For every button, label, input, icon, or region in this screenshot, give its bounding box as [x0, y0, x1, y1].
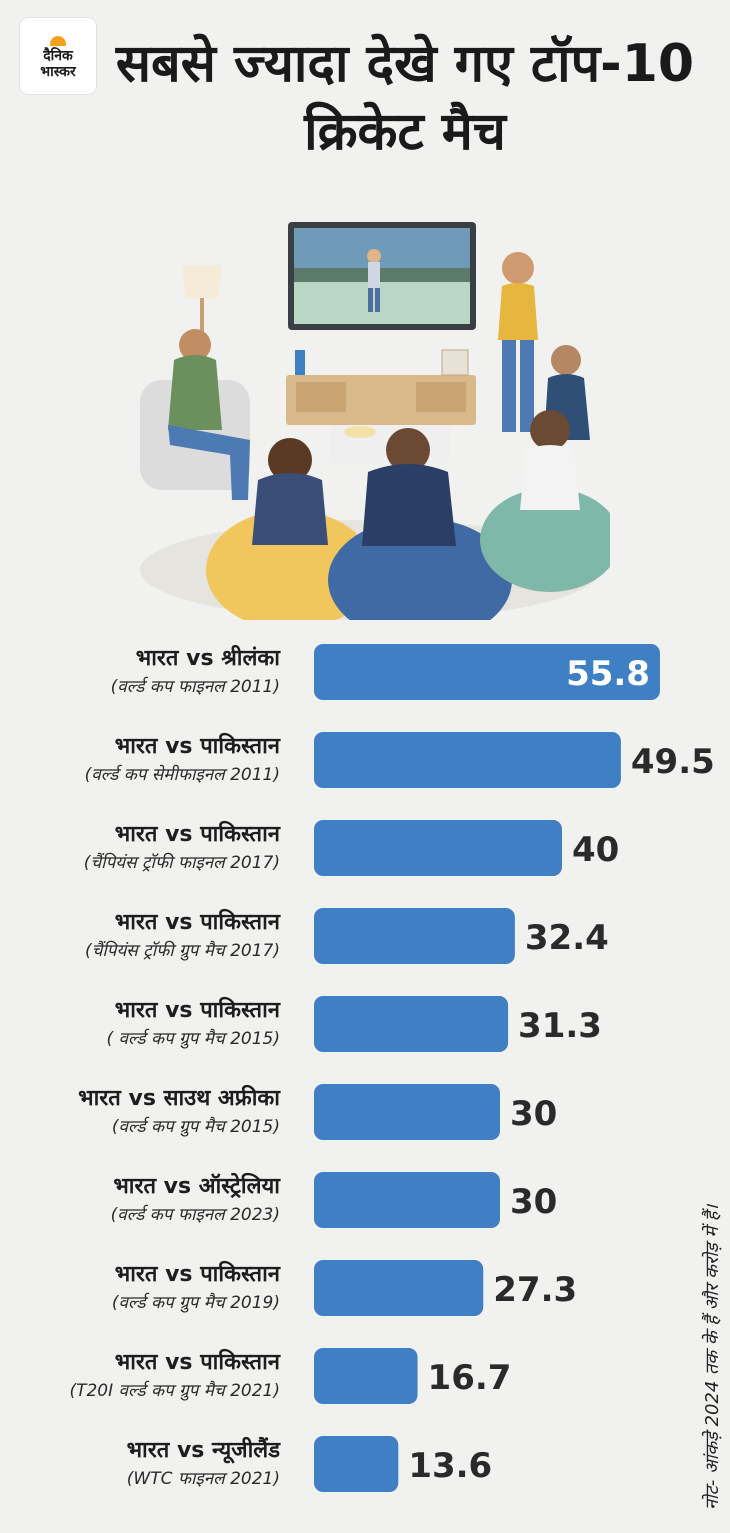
category-subtitle-5: ( वर्ल्ड कप ग्रुप मैच 2015)	[106, 1029, 280, 1049]
bar-value-label-10: 13.6	[408, 1446, 492, 1486]
bar-value-label-5: 31.3	[518, 1006, 602, 1046]
sun-icon	[47, 32, 69, 46]
category-subtitle-4: (चैंपियंस ट्रॉफी ग्रुप मैच 2017)	[84, 941, 280, 961]
bar-9	[314, 1348, 418, 1404]
footnote-note: नोट- आंकड़े 2024 तक के हैं और करोड़ में …	[702, 1204, 723, 1510]
bar-4	[314, 908, 515, 964]
page-title: सबसे ज्यादा देखे गए टॉप-10 क्रिकेट मैच	[115, 34, 695, 162]
category-subtitle-3: (चैंपियंस ट्रॉफी फाइनल 2017)	[83, 853, 280, 873]
bar-2	[314, 732, 621, 788]
category-subtitle-7: (वर्ल्ड कप फाइनल 2023)	[110, 1205, 280, 1225]
bar-value-label-6: 30	[510, 1094, 557, 1134]
bar-value-label-9: 16.7	[428, 1358, 512, 1398]
bar-value-label-8: 27.3	[493, 1270, 577, 1310]
category-label-10: भारत vs न्यूजीलैंड	[126, 1438, 280, 1463]
bar-value-label-1: 55.8	[566, 654, 650, 694]
dainik-bhaskar-logo: दैनिक भास्कर	[20, 18, 96, 94]
category-subtitle-2: (वर्ल्ड कप सेमीफाइनल 2011)	[84, 765, 280, 785]
category-subtitle-6: (वर्ल्ड कप ग्रुप मैच 2015)	[111, 1117, 280, 1137]
category-label-6: भारत vs साउथ अफ्रीका	[78, 1086, 280, 1111]
category-subtitle-8: (वर्ल्ड कप ग्रुप मैच 2019)	[111, 1293, 280, 1313]
category-label-5: भारत vs पाकिस्तान	[114, 998, 280, 1023]
category-subtitle-9: (T20I वर्ल्ड कप ग्रुप मैच 2021)	[69, 1381, 280, 1401]
category-label-7: भारत vs ऑस्ट्रेलिया	[113, 1174, 280, 1199]
category-label-2: भारत vs पाकिस्तान	[114, 734, 280, 759]
bar-8	[314, 1260, 484, 1316]
bar-value-label-3: 40	[572, 830, 619, 870]
people-watching-tv-illustration	[140, 222, 610, 620]
category-label-4: भारत vs पाकिस्तान	[114, 910, 280, 935]
category-label-9: भारत vs पाकिस्तान	[114, 1350, 280, 1375]
bar-value-label-7: 30	[510, 1182, 557, 1222]
category-label-3: भारत vs पाकिस्तान	[114, 822, 280, 847]
bar-3	[314, 820, 562, 876]
bar-value-label-4: 32.4	[525, 918, 609, 958]
bar-6	[314, 1084, 500, 1140]
category-label-8: भारत vs पाकिस्तान	[114, 1262, 280, 1287]
bar-1	[314, 644, 660, 700]
logo-line-1: दैनिक	[43, 48, 73, 64]
category-subtitle-10: (WTC फाइनल 2021)	[126, 1469, 280, 1489]
bar-5	[314, 996, 509, 1052]
bars-layer	[314, 644, 660, 1492]
value-labels-layer: 55.8 49.5 40 32.4 31.3 30 30 27.3 16.7 13.6	[408, 654, 714, 1486]
bar-10	[314, 1436, 399, 1492]
bar-value-label-2: 49.5	[631, 742, 715, 782]
category-subtitle-1: (वर्ल्ड कप फाइनल 2011)	[110, 677, 280, 697]
logo-line-2: भास्कर	[40, 64, 76, 80]
category-label-1: भारत vs श्रीलंका	[135, 646, 280, 671]
bar-7	[314, 1172, 500, 1228]
